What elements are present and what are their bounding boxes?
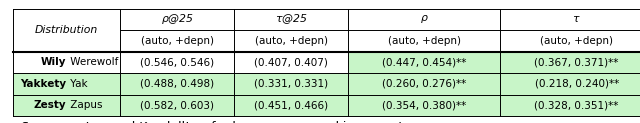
Bar [500, 95, 640, 116]
Text: (0.451, 0.466): (0.451, 0.466) [254, 100, 328, 110]
Text: (0.447, 0.454)**: (0.447, 0.454)** [382, 57, 467, 67]
Text: (0.260, 0.276)**: (0.260, 0.276)** [382, 79, 467, 89]
Text: Werewolf: Werewolf [67, 57, 118, 67]
Bar [13, 95, 640, 116]
Text: (0.328, 0.351)**: (0.328, 0.351)** [534, 100, 619, 110]
Bar [13, 73, 640, 95]
Text: (0.367, 0.371)**: (0.367, 0.371)** [534, 57, 619, 67]
Text: (auto, +depn): (auto, +depn) [141, 36, 214, 46]
Bar [500, 73, 640, 95]
Text: (0.546, 0.546): (0.546, 0.546) [140, 57, 214, 67]
Bar [348, 52, 500, 73]
Text: Zapus: Zapus [67, 100, 102, 110]
Text: Wily: Wily [41, 57, 67, 67]
Text: (auto, +depn): (auto, +depn) [255, 36, 328, 46]
Text: Zesty: Zesty [34, 100, 67, 110]
Text: (0.218, 0.240)**: (0.218, 0.240)** [534, 79, 619, 89]
Text: (auto, +depn): (auto, +depn) [540, 36, 613, 46]
Text: (0.354, 0.380)**: (0.354, 0.380)** [382, 100, 467, 110]
Text: $\tau$: $\tau$ [572, 14, 581, 24]
Bar [348, 73, 500, 95]
Text: $\rho$@25: $\rho$@25 [161, 12, 194, 26]
Bar [348, 95, 500, 116]
Text: : Spearman’s ρ and Kendall’s τ for bug urgency ranking — autoreg…: : Spearman’s ρ and Kendall’s τ for bug u… [13, 121, 444, 123]
Text: Distribution: Distribution [35, 25, 98, 35]
Text: (auto, +depn): (auto, +depn) [388, 36, 461, 46]
Text: $\rho$: $\rho$ [420, 13, 429, 25]
Bar [500, 52, 640, 73]
Text: $\tau$@25: $\tau$@25 [275, 12, 308, 26]
Text: (0.582, 0.603): (0.582, 0.603) [140, 100, 214, 110]
Text: (0.488, 0.498): (0.488, 0.498) [140, 79, 214, 89]
Text: (0.407, 0.407): (0.407, 0.407) [254, 57, 328, 67]
Text: Yak: Yak [67, 79, 87, 89]
Text: Yakkety: Yakkety [20, 79, 67, 89]
Text: (0.331, 0.331): (0.331, 0.331) [254, 79, 328, 89]
